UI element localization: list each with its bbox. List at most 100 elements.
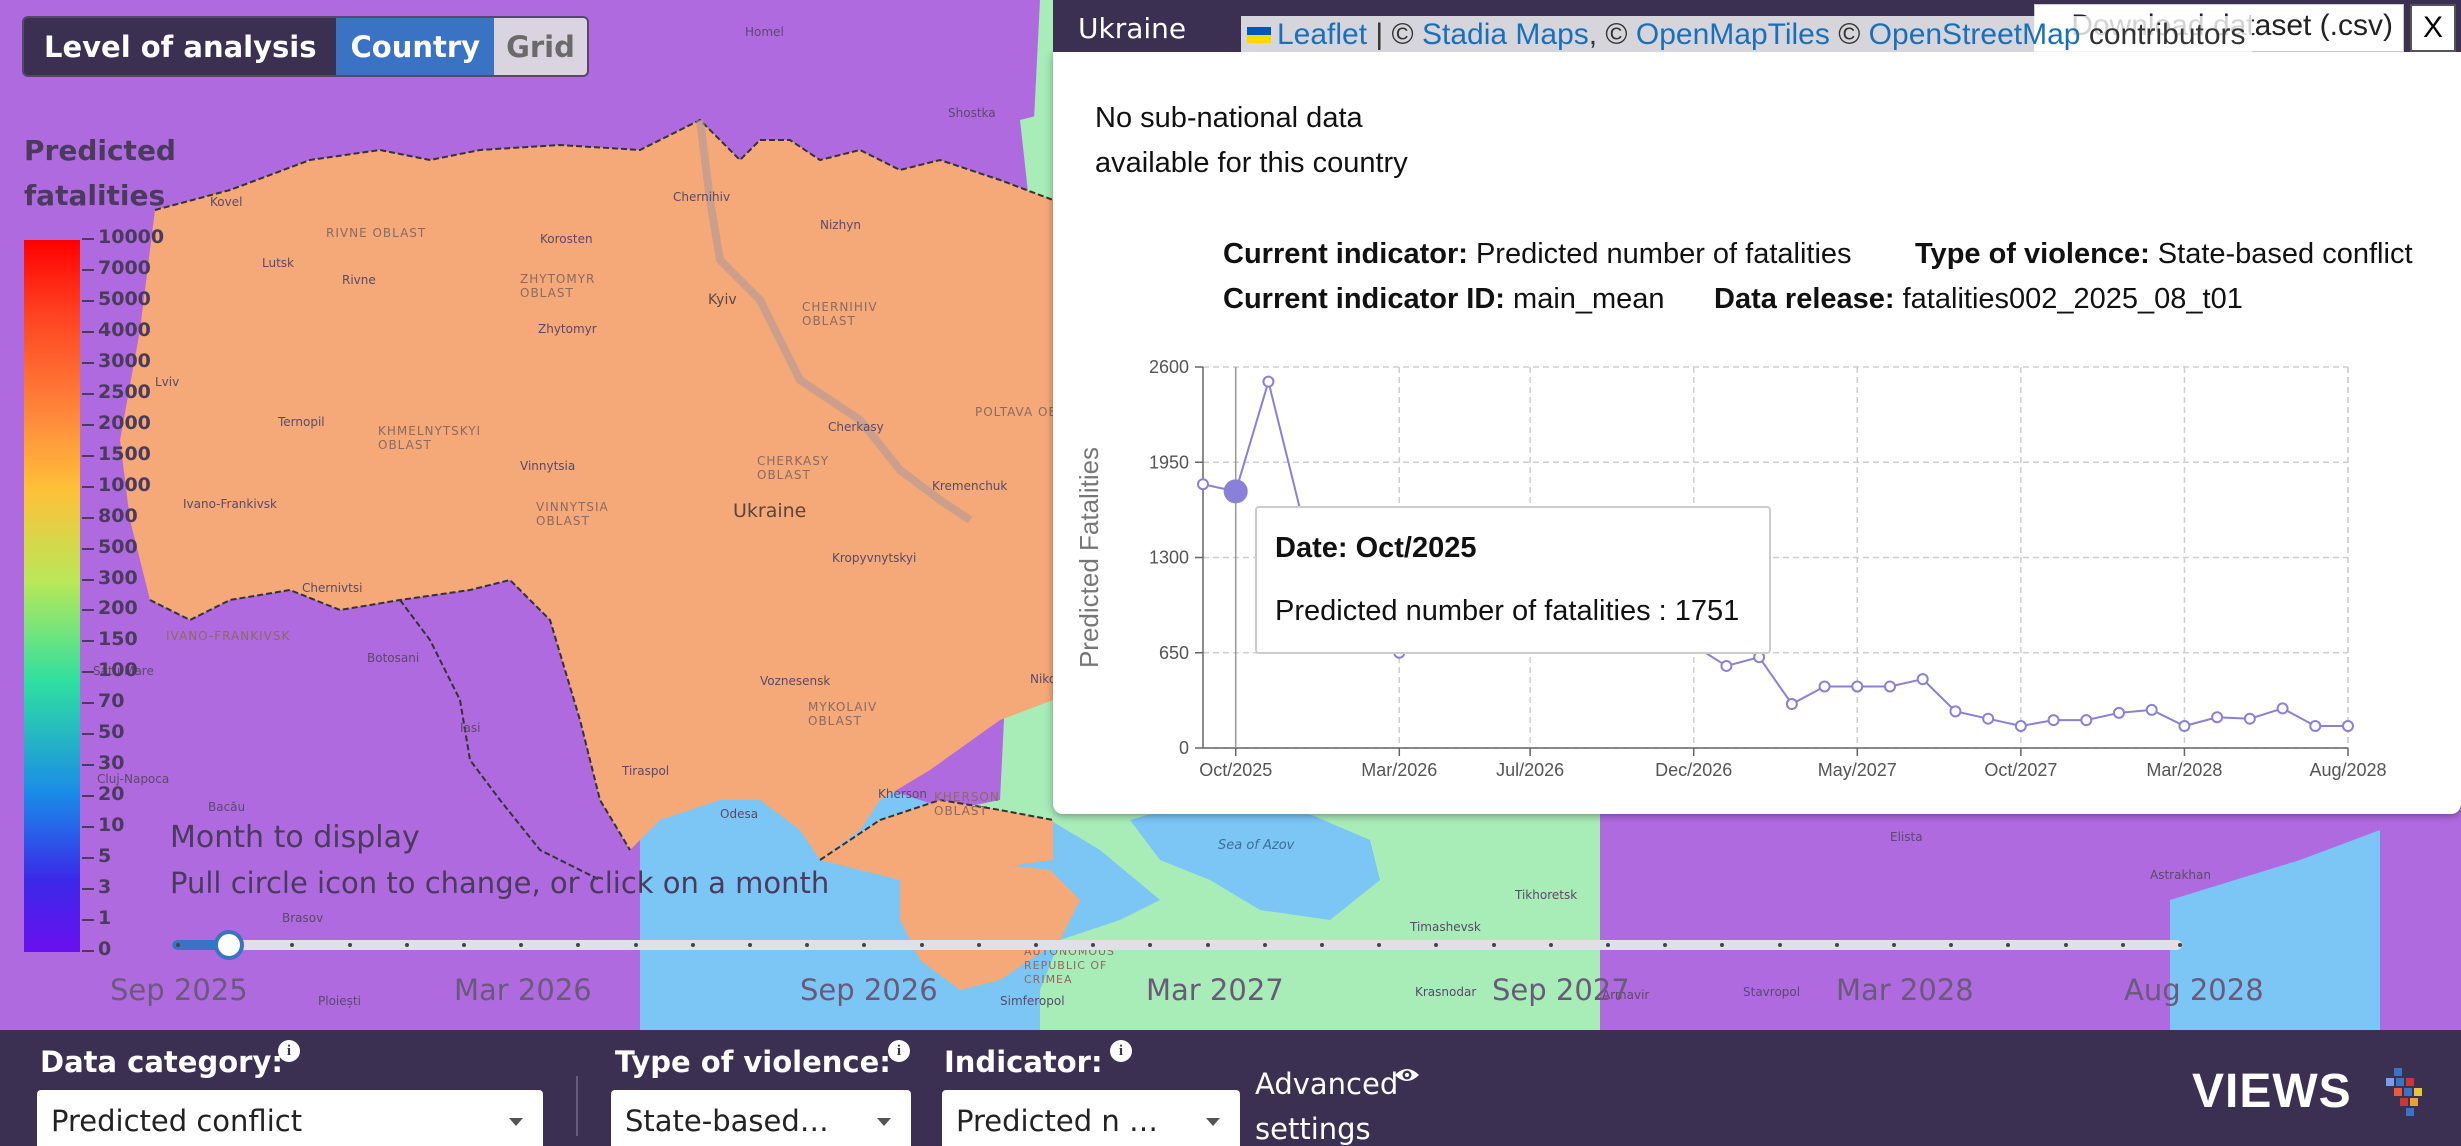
data-category-value: Predicted conflict xyxy=(51,1104,303,1138)
violence-info-icon[interactable]: i xyxy=(888,1040,910,1062)
data-release-label: Data release: xyxy=(1714,283,1895,315)
month-slider-tick[interactable] xyxy=(1091,943,1096,947)
type-of-violence-info-label: Type of violence: xyxy=(1915,238,2150,270)
month-slider-tick[interactable] xyxy=(1491,943,1496,947)
month-slider-tick[interactable] xyxy=(347,943,352,947)
legend-tick-label: 2500 xyxy=(98,380,151,403)
legend-tick-mark xyxy=(82,268,94,271)
openmaptiles-link[interactable]: OpenMapTiles xyxy=(1635,17,1830,51)
legend-tick-mark xyxy=(82,578,94,581)
month-slider-tick[interactable] xyxy=(1663,943,1668,947)
legend-tick-mark xyxy=(82,299,94,302)
month-slider-tick[interactable] xyxy=(1834,943,1839,947)
month-slider-tick[interactable] xyxy=(1892,943,1896,947)
month-slider-tick[interactable] xyxy=(1377,943,1382,947)
place-label: Ploiești xyxy=(318,994,361,1008)
place-label: Kremenchuk xyxy=(932,479,1008,493)
chart-data-point xyxy=(1949,705,1962,718)
month-slider-tick[interactable] xyxy=(2006,943,2011,947)
chart-x-tick-label: Oct/2027 xyxy=(1984,760,2057,780)
month-slider-tick[interactable] xyxy=(919,943,924,947)
month-slider-tick[interactable] xyxy=(1434,943,1439,947)
legend-tick-label: 50 xyxy=(98,721,125,744)
type-of-violence-select[interactable]: State-based… xyxy=(611,1090,911,1146)
month-slider-tick[interactable] xyxy=(1320,943,1324,947)
month-slider-label[interactable]: Mar 2026 xyxy=(454,973,592,1007)
legend-tick-label: 1500 xyxy=(98,442,151,465)
oblast-label: KHERSON OBLAST xyxy=(934,790,1000,818)
place-label: Cherkasy xyxy=(828,420,884,434)
type-of-violence-info-value: State-based conflict xyxy=(2157,238,2413,270)
month-slider-tick[interactable] xyxy=(404,943,409,947)
oblast-label: CHERKASY OBLAST xyxy=(757,454,830,482)
month-slider-tick[interactable] xyxy=(576,943,581,947)
current-indicator-id: Current indicator ID: main_mean xyxy=(1223,283,1665,316)
current-indicator-id-value: main_mean xyxy=(1513,283,1665,315)
month-slider-tick[interactable] xyxy=(2063,943,2068,947)
month-slider-handle[interactable] xyxy=(214,930,244,960)
grid-level-button[interactable]: Grid xyxy=(494,18,587,75)
month-slider-tick[interactable] xyxy=(1034,943,1038,947)
chart-tooltip: Date: Oct/2025 Predicted number of fatal… xyxy=(1255,506,1771,654)
chart-data-point xyxy=(1197,478,1209,491)
month-slider-tick[interactable] xyxy=(1606,943,1610,947)
advanced-settings-button[interactable]: Advanced settings xyxy=(1255,1067,1399,1146)
month-slider-tick[interactable] xyxy=(1777,943,1782,947)
month-slider-label[interactable]: Sep 2025 xyxy=(110,973,248,1007)
month-slider-label[interactable]: Sep 2027 xyxy=(1492,973,1630,1007)
legend-tick-label: 3 xyxy=(98,876,112,899)
month-slider-tick[interactable] xyxy=(1148,943,1153,947)
legend-tick-label: 5000 xyxy=(98,287,151,310)
month-slider-track[interactable] xyxy=(172,940,2182,950)
month-slider-tick[interactable] xyxy=(633,943,638,947)
place-label: Homel xyxy=(745,25,784,39)
month-slider-tick[interactable] xyxy=(976,943,981,947)
month-slider-tick[interactable] xyxy=(1205,943,1210,947)
month-slider-label[interactable]: Mar 2028 xyxy=(1836,973,1974,1007)
place-label: Rivne xyxy=(342,273,376,287)
place-label: Kropyvnytskyi xyxy=(832,551,917,565)
close-popup-button[interactable]: X xyxy=(2410,4,2456,52)
leaflet-link[interactable]: Leaflet xyxy=(1277,17,1368,51)
month-slider-label[interactable]: Aug 2028 xyxy=(2124,973,2264,1007)
legend-tick-label: 500 xyxy=(98,535,138,558)
month-slider-tick[interactable] xyxy=(1548,943,1553,947)
month-slider-tick[interactable] xyxy=(1262,943,1267,947)
place-label: Astrakhan xyxy=(2150,868,2211,882)
month-slider-tick[interactable] xyxy=(2120,943,2125,947)
data-category-info-icon[interactable]: i xyxy=(278,1040,300,1062)
month-slider-tick[interactable] xyxy=(748,943,752,947)
country-level-button[interactable]: Country xyxy=(336,18,495,75)
attribution-separator: | © xyxy=(1375,17,1414,51)
month-slider-tick[interactable] xyxy=(690,943,695,947)
month-slider-label[interactable]: Sep 2026 xyxy=(800,973,938,1007)
indicator-select[interactable]: Predicted n … xyxy=(942,1090,1240,1146)
stadia-maps-link[interactable]: Stadia Maps xyxy=(1422,17,1589,51)
eye-icon[interactable] xyxy=(1394,1066,1420,1084)
data-category-select[interactable]: Predicted conflict xyxy=(37,1090,543,1146)
ukraine-border-south xyxy=(149,578,631,851)
ukraine-flag-icon xyxy=(1247,26,1271,43)
month-slider-tick[interactable] xyxy=(290,943,295,947)
month-slider-tick[interactable] xyxy=(462,943,466,947)
month-slider-tick[interactable] xyxy=(805,943,810,947)
chart-data-point xyxy=(2276,702,2289,715)
month-slider-label[interactable]: Mar 2027 xyxy=(1146,973,1284,1007)
indicator-info-icon[interactable]: i xyxy=(1110,1040,1132,1062)
ukraine-border xyxy=(154,118,1054,211)
month-slider-tick[interactable] xyxy=(2178,943,2182,947)
current-indicator-value: Predicted number of fatalities xyxy=(1475,238,1852,270)
openstreetmap-link[interactable]: OpenStreetMap xyxy=(1868,17,2081,51)
month-slider-tick[interactable] xyxy=(1949,943,1954,947)
place-label: Elista xyxy=(1890,830,1923,844)
legend-tick-mark xyxy=(82,330,94,333)
month-slider-tick[interactable] xyxy=(176,943,180,947)
attribution-contributors: contributors xyxy=(2088,17,2246,51)
chart-y-tick-label: 1950 xyxy=(1149,452,1189,472)
month-slider-tick[interactable] xyxy=(862,943,867,947)
month-slider-tick[interactable] xyxy=(1720,943,1725,947)
month-slider-tick[interactable] xyxy=(519,943,524,947)
chart-y-axis-label: Predicted Fatalities xyxy=(1074,447,1104,668)
legend-tick-label: 150 xyxy=(98,628,138,651)
legend-tick-mark xyxy=(82,764,94,767)
